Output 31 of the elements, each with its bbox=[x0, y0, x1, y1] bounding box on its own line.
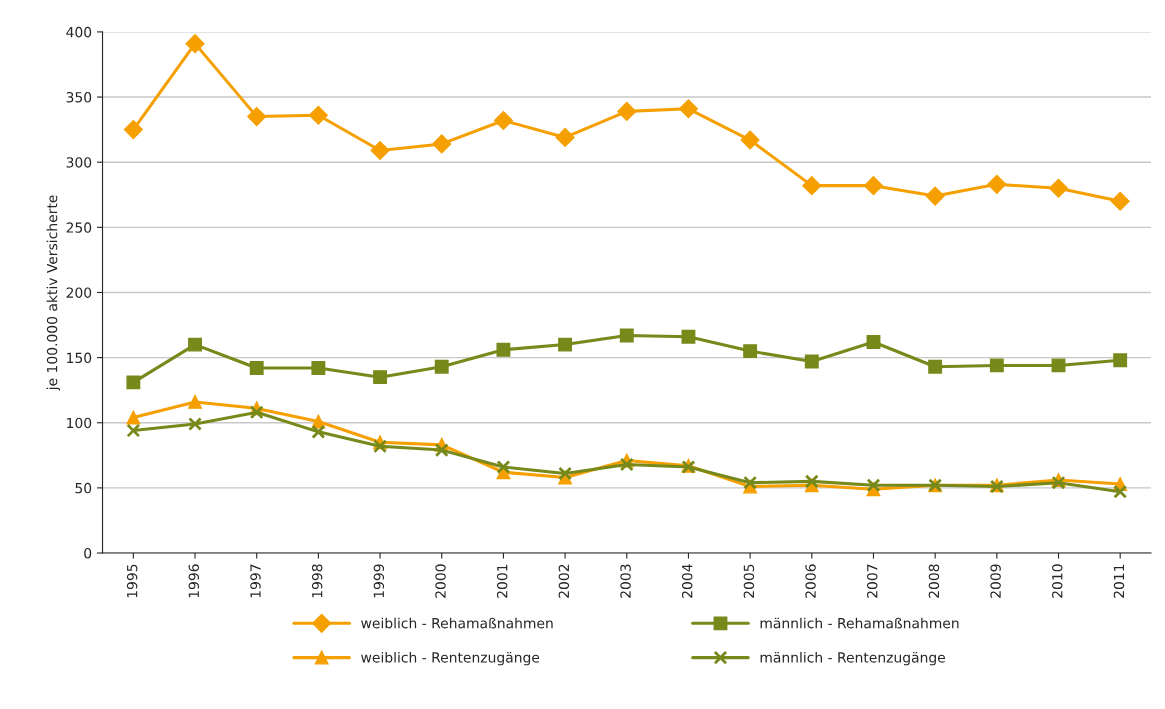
y-tick-label: 250 bbox=[66, 222, 92, 233]
y-tick-label: 0 bbox=[84, 547, 92, 559]
y-axis-title: je 100.000 aktiv Versicherte bbox=[46, 195, 61, 391]
x-tick-label: 2006 bbox=[805, 564, 816, 598]
x-tick-label: 2000 bbox=[435, 564, 446, 598]
y-tick-label: 300 bbox=[66, 157, 92, 168]
legend-label: männlich - Rehamaßnahmen bbox=[760, 617, 959, 629]
x-tick-label: 2001 bbox=[496, 564, 508, 598]
x-tick-label: 2004 bbox=[681, 564, 693, 598]
x-tick-label: 1996 bbox=[188, 564, 200, 598]
x-tick-label: 2010 bbox=[1052, 564, 1063, 598]
x-tick-label: 2009 bbox=[990, 564, 1001, 598]
y-tick-label: 150 bbox=[67, 352, 92, 364]
x-tick-label: 2002 bbox=[558, 564, 570, 598]
x-tick-label: 1998 bbox=[311, 564, 323, 598]
x-tick-label: 2007 bbox=[867, 564, 878, 598]
legend-label: weiblich - Rehamaßnahmen bbox=[361, 617, 553, 629]
x-tick-label: 2005 bbox=[743, 564, 755, 598]
x-tick-label: 1997 bbox=[250, 564, 261, 598]
y-tick-label: 400 bbox=[66, 26, 92, 38]
x-tick-label: 1995 bbox=[126, 564, 138, 598]
x-tick-label: 2008 bbox=[928, 564, 940, 598]
legend-label: weiblich - Rentenzugänge bbox=[361, 651, 540, 666]
legend-label: männlich - Rentenzugänge bbox=[760, 651, 945, 666]
x-tick-label: 2003 bbox=[620, 564, 631, 598]
y-tick-label: 350 bbox=[66, 92, 92, 103]
x-tick-label: 1999 bbox=[373, 564, 385, 598]
y-tick-label: 100 bbox=[67, 417, 92, 429]
x-tick-label: 2011 bbox=[1113, 564, 1125, 598]
y-tick-label: 200 bbox=[66, 287, 92, 298]
y-tick-label: 50 bbox=[75, 482, 92, 494]
